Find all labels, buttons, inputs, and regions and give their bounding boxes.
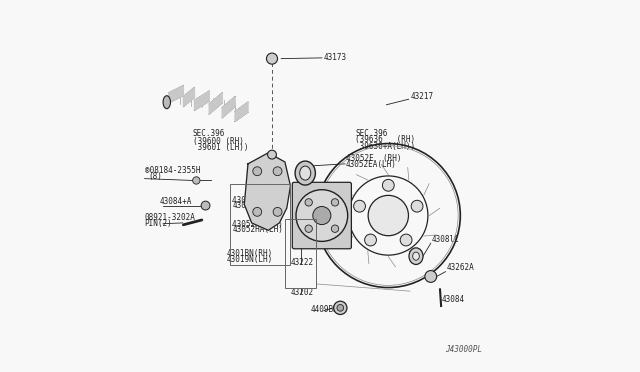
Polygon shape	[209, 93, 222, 114]
Circle shape	[193, 177, 200, 184]
Text: ®08184-2355H: ®08184-2355H	[145, 166, 200, 175]
Circle shape	[296, 190, 348, 241]
Circle shape	[266, 53, 278, 64]
Circle shape	[273, 208, 282, 216]
Circle shape	[268, 150, 276, 159]
Text: 39636+A(LH)): 39636+A(LH))	[355, 142, 415, 151]
Text: 43052HA(LH): 43052HA(LH)	[232, 225, 283, 234]
Circle shape	[313, 206, 331, 225]
Circle shape	[368, 195, 408, 236]
Text: 4409BN: 4409BN	[311, 305, 339, 314]
Bar	[230, 184, 291, 265]
Circle shape	[201, 201, 210, 210]
Text: (8): (8)	[148, 172, 162, 182]
Text: 4301BN(RH): 4301BN(RH)	[227, 249, 273, 258]
Ellipse shape	[413, 252, 419, 260]
Text: 43019N(LH): 43019N(LH)	[227, 255, 273, 264]
Text: (39636   (RH): (39636 (RH)	[355, 135, 415, 144]
Polygon shape	[244, 153, 291, 230]
Text: PIN(2): PIN(2)	[145, 218, 172, 228]
Circle shape	[273, 167, 282, 176]
Text: 39601 (LH)): 39601 (LH))	[193, 143, 248, 152]
Circle shape	[411, 200, 423, 212]
Circle shape	[354, 200, 365, 212]
Text: 08921-3202A: 08921-3202A	[145, 213, 195, 222]
Ellipse shape	[295, 161, 316, 185]
Text: 43052EA(LH): 43052EA(LH)	[346, 160, 397, 169]
Text: (39600 (RH): (39600 (RH)	[193, 137, 243, 145]
Circle shape	[382, 179, 394, 191]
FancyBboxPatch shape	[292, 182, 351, 249]
Circle shape	[400, 234, 412, 246]
Text: 43202: 43202	[291, 288, 314, 297]
Bar	[285, 219, 316, 288]
Text: 43052E  (RH): 43052E (RH)	[346, 154, 401, 163]
Text: 43262A: 43262A	[447, 263, 474, 272]
Circle shape	[365, 234, 376, 246]
Text: 43052DA(LH): 43052DA(LH)	[232, 201, 283, 210]
Circle shape	[305, 225, 312, 232]
Text: 43052H (RH): 43052H (RH)	[232, 219, 283, 229]
Ellipse shape	[409, 248, 423, 264]
Text: 4308lC: 4308lC	[432, 235, 460, 244]
Polygon shape	[168, 86, 184, 103]
Text: 43217: 43217	[410, 92, 433, 101]
Circle shape	[333, 301, 347, 314]
Circle shape	[332, 225, 339, 232]
Polygon shape	[235, 102, 248, 121]
Circle shape	[253, 167, 262, 176]
Polygon shape	[222, 97, 235, 118]
Ellipse shape	[163, 96, 170, 109]
Circle shape	[253, 208, 262, 216]
Text: 43222: 43222	[291, 259, 314, 267]
Ellipse shape	[300, 166, 311, 180]
Polygon shape	[184, 87, 195, 107]
Text: 43084+A: 43084+A	[159, 197, 192, 206]
Circle shape	[337, 305, 344, 311]
Circle shape	[425, 270, 436, 282]
Text: SEC.396: SEC.396	[355, 129, 387, 138]
Text: SEC.396: SEC.396	[193, 129, 225, 138]
Text: 43052D (RH): 43052D (RH)	[232, 196, 283, 205]
Polygon shape	[195, 91, 209, 110]
Text: J43000PL: J43000PL	[445, 345, 483, 354]
Circle shape	[332, 199, 339, 206]
Circle shape	[305, 199, 312, 206]
Text: 43173: 43173	[324, 53, 347, 62]
Text: 43084: 43084	[442, 295, 465, 304]
